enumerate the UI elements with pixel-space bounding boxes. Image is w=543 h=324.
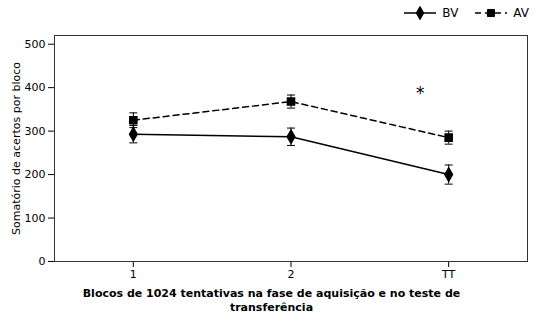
html-text:Blocos de 1024 tentativas na f: Blocos de 1024 tentativas na fase de aqu… xyxy=(82,287,461,314)
svg-text:Somatório de acertos por bloco: Somatório de acertos por bloco xyxy=(10,62,23,235)
svg-text:0: 0 xyxy=(39,255,46,268)
svg-text:200: 200 xyxy=(25,168,46,181)
html-text:AV: AV xyxy=(513,6,529,20)
svg-text:TT: TT xyxy=(441,268,456,281)
svg-text:2: 2 xyxy=(288,268,295,281)
svg-text:300: 300 xyxy=(25,125,46,138)
svg-text:400: 400 xyxy=(25,81,46,94)
svg-text:1: 1 xyxy=(130,268,137,281)
svg-text:100: 100 xyxy=(25,212,46,225)
svg-text:500: 500 xyxy=(25,38,46,51)
html-text:BV: BV xyxy=(442,6,459,20)
svg-text:*: * xyxy=(416,83,425,103)
